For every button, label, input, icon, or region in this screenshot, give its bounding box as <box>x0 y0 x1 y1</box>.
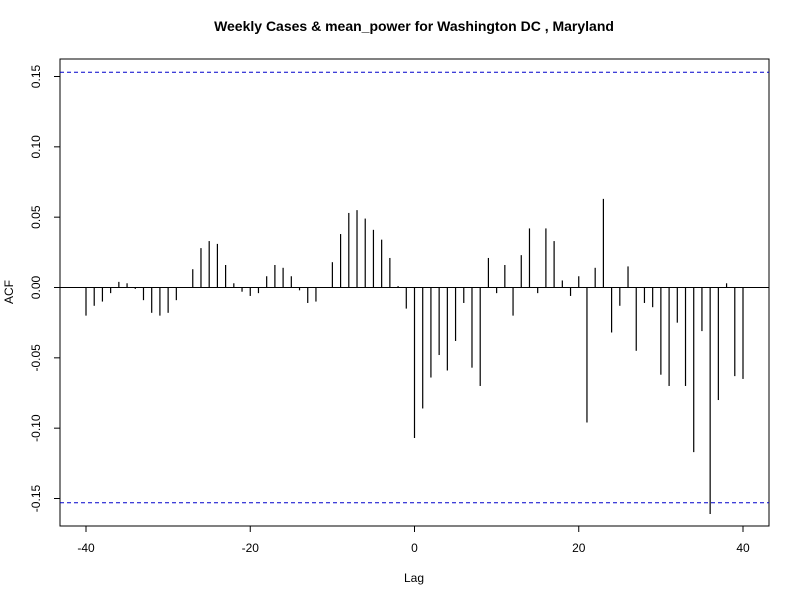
x-tick-label: -20 <box>242 541 260 555</box>
confidence-bounds <box>60 71 769 504</box>
y-axis-label: ACF <box>2 280 16 304</box>
y-tick-label: -0.05 <box>29 344 43 372</box>
acf-bars <box>85 198 744 514</box>
chart-title: Weekly Cases & mean_power for Washington… <box>214 18 614 34</box>
y-tick-label: 0.00 <box>29 275 43 299</box>
y-tick-label: 0.05 <box>29 205 43 229</box>
x-tick-label: 40 <box>736 541 750 555</box>
x-axis-label: Lag <box>404 571 424 585</box>
y-tick-label: 0.10 <box>29 135 43 159</box>
y-tick-label: -0.10 <box>29 414 43 442</box>
x-axis: -40 -20 0 20 40 <box>77 526 750 555</box>
y-tick-label: -0.15 <box>29 485 43 513</box>
y-axis: -0.15 -0.10 -0.05 0.00 0.05 0.10 0.15 <box>29 64 60 512</box>
x-tick-label: 20 <box>572 541 586 555</box>
x-tick-label: 0 <box>411 541 418 555</box>
y-tick-label: 0.15 <box>29 64 43 88</box>
x-tick-label: -40 <box>77 541 95 555</box>
